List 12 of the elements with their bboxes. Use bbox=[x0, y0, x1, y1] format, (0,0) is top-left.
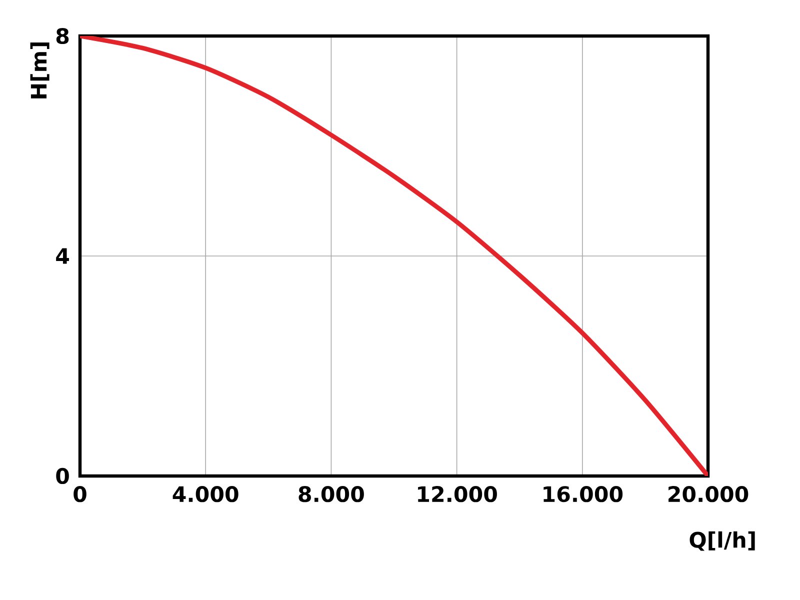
line-series bbox=[80, 36, 708, 476]
x-tick-label: 16.000 bbox=[544, 486, 623, 502]
y-axis-title: H[m] bbox=[30, 42, 50, 98]
y-tick-label: 0 bbox=[56, 468, 69, 484]
x-tick-label: 4.000 bbox=[172, 486, 238, 502]
x-tick-label: 20.000 bbox=[668, 486, 748, 502]
x-tick-label: 12.000 bbox=[418, 486, 497, 502]
x-axis-title: Q[l/h] bbox=[690, 531, 755, 551]
x-tick-label: 8.000 bbox=[298, 486, 364, 502]
y-tick-label: 4 bbox=[56, 248, 69, 264]
y-tick-label: 8 bbox=[56, 28, 69, 44]
x-tick-label: 0 bbox=[74, 486, 86, 502]
